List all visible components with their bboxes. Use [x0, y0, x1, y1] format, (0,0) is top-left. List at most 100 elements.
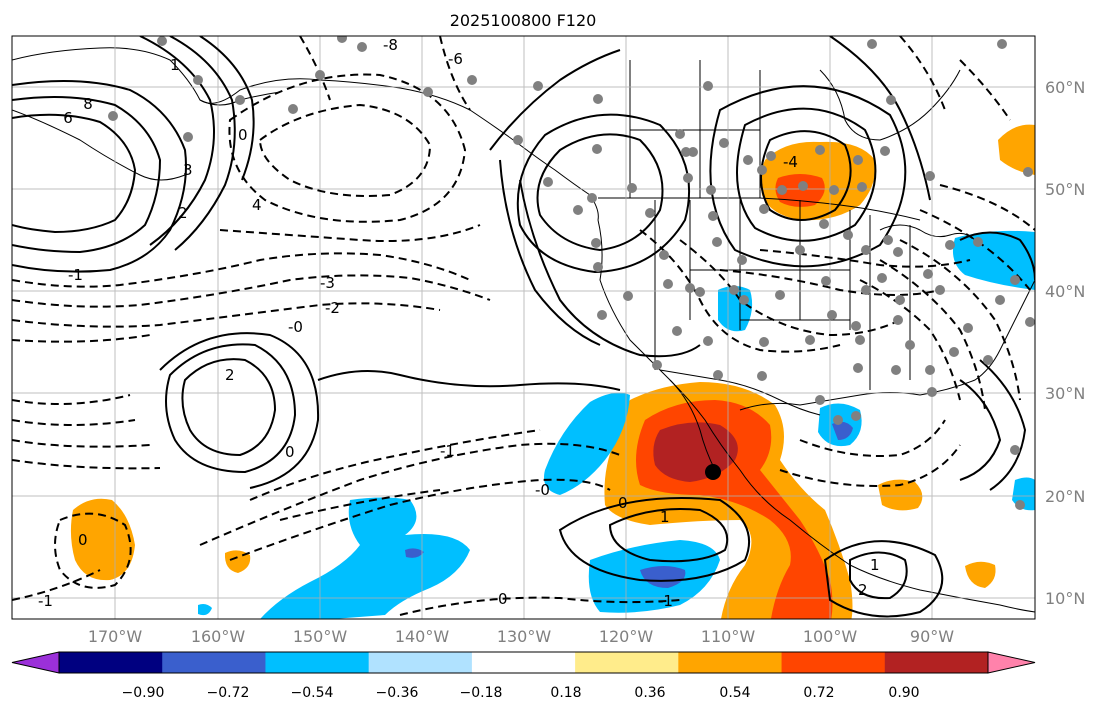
colorbar-swatch	[884, 652, 989, 673]
lon-tick-label: 130°W	[497, 627, 552, 646]
dashed-south-3	[249, 429, 541, 501]
contour-connector	[317, 370, 621, 391]
contour-ne-1	[959, 231, 1035, 281]
contour-west-coast-3	[499, 159, 601, 346]
dashed-bottom-2	[12, 569, 101, 601]
contour-label: 0	[498, 590, 508, 608]
dashed-east-trough-1	[859, 279, 961, 401]
contour-label: 0	[618, 494, 628, 512]
colorbar-swatch	[678, 652, 783, 673]
contour-pacific-low-1	[181, 358, 277, 457]
solid-contour-layer	[12, 36, 1035, 618]
negative-anomaly-subtropical-band	[544, 392, 630, 495]
dashed-rockies-2	[679, 239, 901, 337]
positive-anomaly-west	[70, 498, 135, 581]
dashed-east-trough-4	[919, 209, 1031, 291]
dashed-nne-1	[899, 36, 946, 111]
contour-bering-5	[169, 36, 236, 251]
map-panel: -8 -6 8 6 0 3 2 4 1 -1 -3 -2 -0 -4 2 0 -…	[12, 36, 1035, 619]
lon-tick-label: 170°W	[88, 627, 143, 646]
colorbar-swatch	[59, 652, 163, 673]
colorbar-swatch	[265, 652, 370, 673]
contour-label: 8	[83, 95, 93, 113]
dashed-plains-2	[759, 249, 971, 268]
contour-east-2	[979, 359, 1027, 491]
colorbar-swatch	[575, 652, 679, 673]
contour-west-coast-2	[519, 179, 701, 358]
colorbar-swatch	[368, 652, 473, 673]
contour-north-canada	[829, 36, 931, 201]
lat-tick-label: 10°N	[1045, 589, 1085, 608]
lat-tick-label: 40°N	[1045, 282, 1085, 301]
lat-tick-label: 30°N	[1045, 384, 1085, 403]
colorbar-extend-min	[11, 651, 60, 674]
dashed-south-4	[279, 489, 441, 521]
dashed-subtrop-2	[12, 419, 136, 426]
dashed-south-2	[229, 478, 611, 561]
contour-label: -1	[658, 592, 673, 610]
colorbar-swatch	[471, 652, 576, 673]
contour-low-nw-1	[536, 133, 664, 252]
contour-bering-3	[12, 113, 137, 234]
contour-label: -4	[783, 153, 798, 171]
dashed-bottom-1	[399, 596, 681, 616]
dashed-ridge-2	[12, 274, 491, 308]
contour-label: 1	[660, 508, 670, 526]
lat-tick-label: 50°N	[1045, 180, 1085, 199]
alaska-coast	[12, 47, 599, 221]
colorbar-frame	[58, 651, 989, 674]
dashed-west-low	[54, 512, 132, 589]
colorbar-extend-max	[987, 651, 1036, 674]
colorbar-tick-label: −0.72	[207, 685, 250, 701]
lon-tick-label: 140°W	[395, 627, 450, 646]
dashed-east-trough-3	[899, 239, 1021, 401]
contour-label-layer: -8 -6 8 6 0 3 2 4 1 -1 -3 -2 -0 -4 2 0 -…	[38, 36, 880, 610]
positive-anomaly-gulf	[878, 479, 923, 511]
dashed-ridge-1	[12, 252, 471, 288]
contour-bering-2	[12, 95, 162, 254]
colorbar-tick-label: −0.54	[291, 685, 334, 701]
contour-label: -0	[288, 318, 303, 336]
gulf-coast	[739, 279, 1035, 411]
negative-strong-pacific	[405, 548, 424, 558]
colorbar-tick-label: −0.90	[122, 685, 165, 701]
contour-low-canada-1	[760, 130, 852, 221]
colorbar-tick-label: 0.72	[803, 685, 834, 701]
contour-label: 0	[238, 126, 248, 144]
contour-southeast-low-1	[849, 551, 908, 600]
colorbar-tick-label: 0.54	[719, 685, 750, 701]
contour-label: 2	[858, 581, 868, 599]
contour-label: 1	[870, 556, 880, 574]
dashed-subtrop-3	[12, 439, 151, 448]
positive-anomaly-caribbean	[965, 561, 996, 588]
contour-label: -1	[38, 592, 53, 610]
colorbar-swatch	[781, 652, 886, 673]
dashed-east-trough-5	[939, 184, 1035, 231]
map-frame	[11, 35, 1036, 620]
contour-label: 0	[285, 443, 295, 461]
dashed-gulf-2	[779, 444, 961, 487]
canada-provinces	[629, 60, 761, 198]
contour-label: -2	[325, 299, 340, 317]
contour-bering-4	[139, 36, 215, 246]
negative-strong-southeast	[640, 566, 686, 588]
station-dots	[108, 36, 1035, 510]
dashed-plains-1	[719, 269, 941, 296]
lon-tick-label: 90°W	[910, 627, 954, 646]
colorbar-swatches	[11, 651, 1036, 674]
strong-anomaly-canada	[775, 174, 825, 207]
figure-title: 2025100800 F120	[450, 11, 597, 30]
positive-anomaly-small	[224, 550, 251, 573]
contour-bering-1	[12, 80, 187, 273]
lat-tick-label: 60°N	[1045, 78, 1085, 97]
negative-anomaly-small	[198, 604, 212, 616]
reference-point-marker	[705, 464, 721, 480]
dashed-subtrop-4	[12, 459, 161, 470]
contour-label: 3	[183, 161, 193, 179]
contour-label: 1	[170, 56, 180, 74]
dashed-north-2	[439, 36, 471, 111]
dashed-gulf-alaska-2	[228, 73, 467, 223]
lon-tick-label: 120°W	[599, 627, 654, 646]
contour-label: 2	[225, 366, 235, 384]
